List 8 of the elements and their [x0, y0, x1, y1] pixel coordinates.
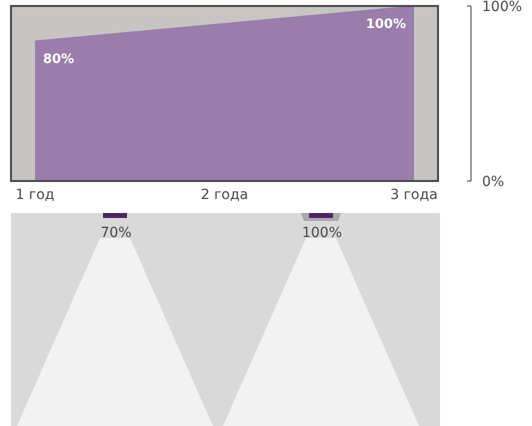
data-label: 80%: [43, 52, 74, 67]
text: 100%: [302, 225, 342, 241]
text: 70%: [100, 225, 132, 241]
x-tick-label: 2 года: [200, 187, 248, 203]
x-tick-label: 1 год: [16, 187, 54, 203]
data-label: 100%: [366, 17, 406, 32]
y-tick-label: 0%: [482, 174, 504, 190]
x-tick-label: 3 года: [390, 187, 438, 203]
